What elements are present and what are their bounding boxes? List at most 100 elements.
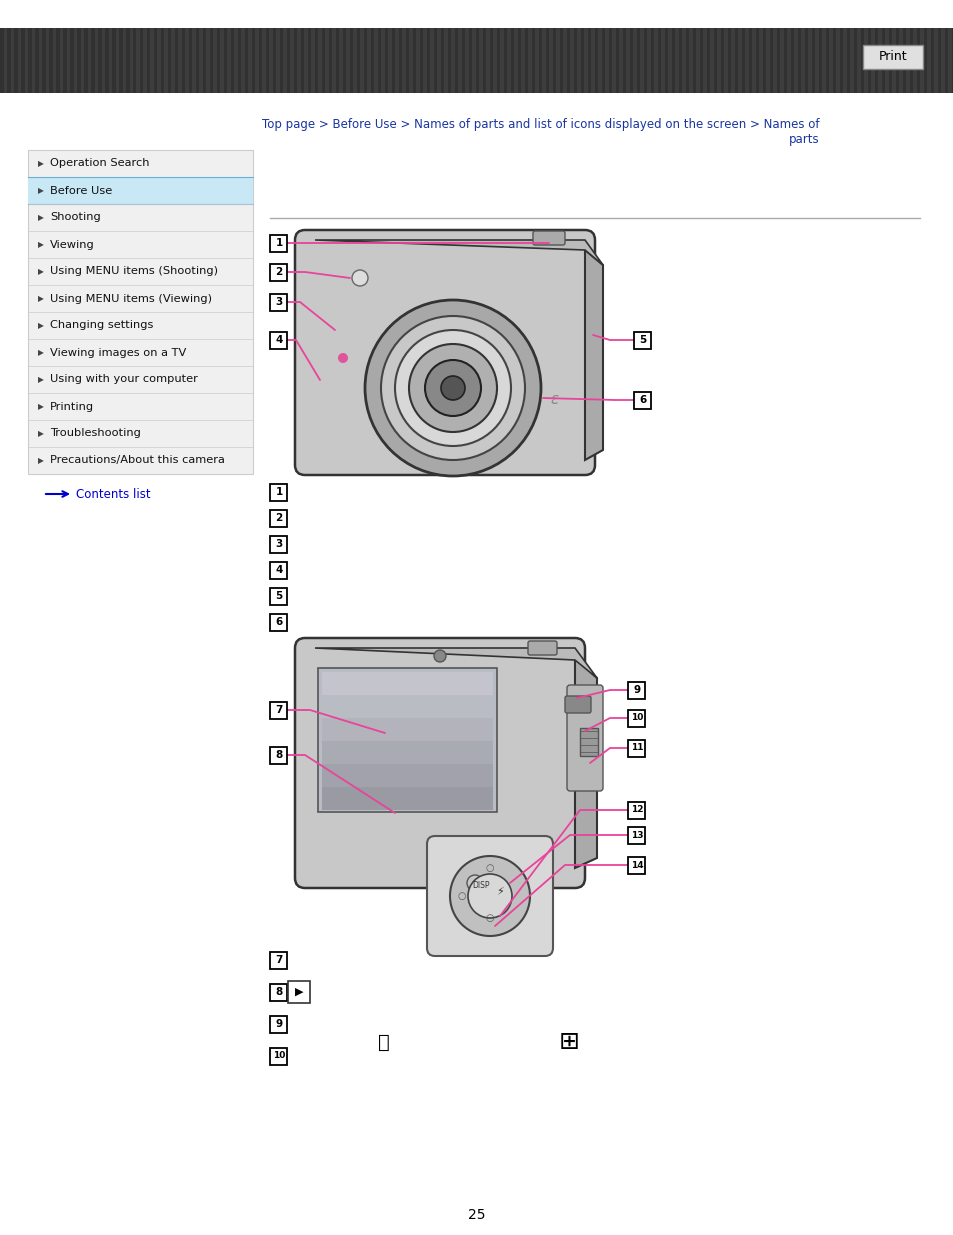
Bar [245, 28, 248, 93]
Text: 3: 3 [275, 296, 282, 308]
Bar [21, 28, 25, 93]
Bar [637, 28, 639, 93]
Bar [322, 741, 493, 764]
Text: 10: 10 [273, 1051, 285, 1061]
Bar [356, 28, 360, 93]
Circle shape [365, 300, 540, 475]
Bar [322, 672, 493, 695]
Text: ε: ε [550, 393, 558, 408]
Circle shape [380, 316, 524, 459]
Polygon shape [584, 249, 602, 459]
Bar [469, 28, 472, 93]
Bar [322, 718, 493, 741]
Bar [105, 28, 109, 93]
Bar [861, 28, 863, 93]
Bar [846, 28, 850, 93]
Text: ▶: ▶ [38, 186, 44, 195]
Text: 1: 1 [275, 487, 282, 496]
Text: 10: 10 [630, 714, 642, 722]
Text: 5: 5 [639, 335, 646, 345]
Bar [140, 28, 143, 93]
Bar [287, 28, 291, 93]
FancyBboxPatch shape [628, 682, 645, 699]
Bar [944, 28, 947, 93]
FancyBboxPatch shape [628, 709, 645, 726]
Circle shape [352, 270, 368, 287]
Bar [888, 28, 892, 93]
Bar [783, 28, 786, 93]
Text: Shooting: Shooting [50, 212, 101, 222]
Bar [237, 28, 241, 93]
Text: Precautions/About this camera: Precautions/About this camera [50, 456, 225, 466]
Bar [790, 28, 794, 93]
Bar [622, 28, 626, 93]
FancyBboxPatch shape [317, 668, 497, 811]
Bar [895, 28, 899, 93]
FancyBboxPatch shape [533, 231, 564, 245]
Text: Using with your computer: Using with your computer [50, 374, 197, 384]
Text: 2: 2 [275, 267, 282, 277]
Text: ▶: ▶ [294, 987, 303, 997]
Bar [650, 28, 654, 93]
FancyBboxPatch shape [28, 149, 253, 474]
Bar [49, 28, 52, 93]
FancyBboxPatch shape [294, 638, 584, 888]
Bar [427, 28, 430, 93]
Text: 7: 7 [275, 705, 282, 715]
Bar [776, 28, 780, 93]
Bar [874, 28, 878, 93]
Bar [392, 28, 395, 93]
Text: 12: 12 [630, 805, 642, 815]
Circle shape [450, 856, 530, 936]
Bar [112, 28, 115, 93]
Circle shape [440, 375, 464, 400]
Bar [294, 28, 297, 93]
FancyBboxPatch shape [271, 536, 287, 552]
FancyBboxPatch shape [564, 697, 590, 713]
Bar [147, 28, 151, 93]
Bar [308, 28, 312, 93]
Text: Printing: Printing [50, 401, 94, 411]
Text: 8: 8 [275, 750, 282, 760]
Bar [14, 28, 17, 93]
Text: ⚡: ⚡ [496, 887, 503, 897]
Bar [490, 28, 493, 93]
Bar [252, 28, 255, 93]
FancyBboxPatch shape [566, 685, 602, 790]
Bar [574, 28, 577, 93]
FancyBboxPatch shape [271, 983, 287, 1000]
FancyBboxPatch shape [634, 391, 651, 409]
Text: 6: 6 [639, 395, 646, 405]
Bar [153, 28, 157, 93]
Bar [210, 28, 213, 93]
Text: Contents list: Contents list [76, 488, 151, 500]
Text: 6: 6 [275, 618, 282, 627]
FancyBboxPatch shape [294, 230, 595, 475]
Text: 1: 1 [275, 238, 282, 248]
Text: 🔍: 🔍 [377, 1032, 390, 1051]
Bar [195, 28, 199, 93]
Bar [161, 28, 164, 93]
Text: DISP: DISP [472, 881, 489, 890]
Bar [511, 28, 514, 93]
Text: parts: parts [788, 133, 820, 146]
Bar [461, 28, 465, 93]
Bar [658, 28, 660, 93]
Polygon shape [575, 658, 597, 868]
Bar [335, 28, 339, 93]
Bar [916, 28, 920, 93]
Text: ▶: ▶ [38, 267, 44, 275]
Bar [616, 28, 618, 93]
Bar [811, 28, 815, 93]
Bar [132, 28, 136, 93]
Bar [231, 28, 234, 93]
Bar [119, 28, 122, 93]
Text: ○: ○ [457, 890, 466, 902]
Bar [755, 28, 759, 93]
FancyBboxPatch shape [271, 510, 287, 526]
Bar [608, 28, 612, 93]
Text: 2: 2 [275, 513, 282, 522]
FancyBboxPatch shape [271, 614, 287, 631]
Text: Using MENU items (Shooting): Using MENU items (Shooting) [50, 267, 218, 277]
Bar [579, 727, 598, 756]
